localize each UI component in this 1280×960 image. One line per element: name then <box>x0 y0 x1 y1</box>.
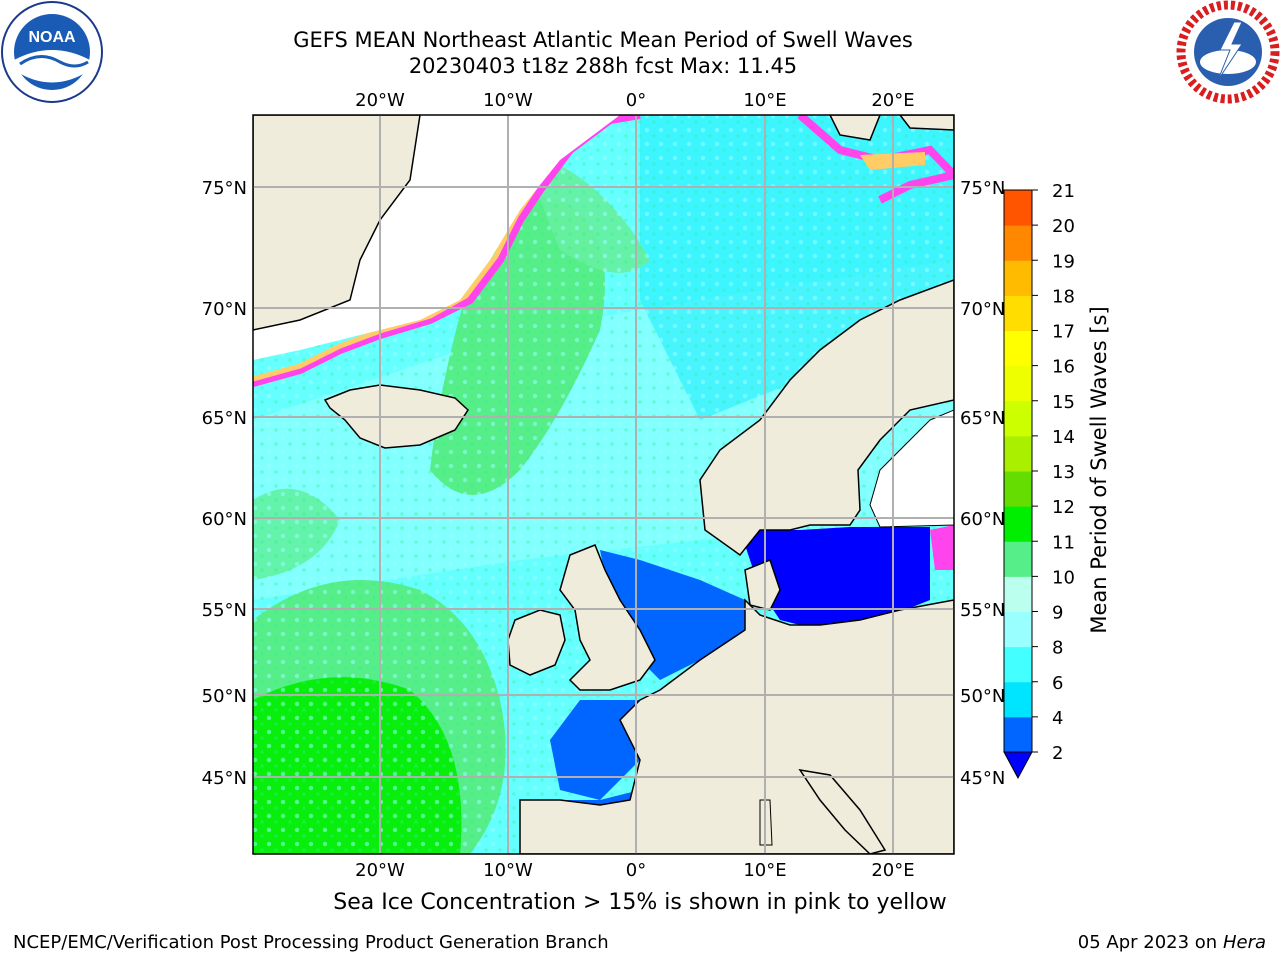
colorbar-segment <box>1004 365 1032 402</box>
great-britain-land <box>559 544 656 691</box>
colorbar-tick-labels: 2 4 6 8 9 10 11 12 13 14 15 16 17 18 19 20 21 <box>1052 181 1075 764</box>
colorbar-segment <box>1004 716 1032 753</box>
lat-label-right-65n: 65°N <box>960 408 1005 429</box>
colorbar-tick-label: 21 <box>1052 181 1075 202</box>
colorbar-tick-label: 16 <box>1052 357 1075 378</box>
colorbar-tick-label: 9 <box>1052 603 1063 624</box>
colorbar-tick-label: 18 <box>1052 286 1075 307</box>
colorbar-tick-label: 12 <box>1052 497 1075 518</box>
colorbar-tick-label: 10 <box>1052 567 1075 588</box>
colorbar-segment <box>1004 471 1032 507</box>
lat-labels: 75°N 70°N 65°N 60°N 55°N 50°N 45°N 75°N … <box>202 178 1006 789</box>
lat-label-left-45n: 45°N <box>202 768 247 789</box>
map-subtitle: 20230403 t18z 288h fcst Max: 11.45 <box>408 54 798 78</box>
date-label: 05 Apr 2023 on <box>1077 932 1218 953</box>
map-title: GEFS MEAN Northeast Atlantic Mean Period… <box>293 28 913 52</box>
colorbar-tick-label: 15 <box>1052 392 1075 413</box>
map-frame <box>252 114 955 855</box>
credit-text: NCEP/EMC/Verification Post Processing Pr… <box>13 932 609 953</box>
colorbar-segment <box>1004 541 1032 577</box>
colorbar-segment <box>1004 295 1032 331</box>
lat-label-right-70n: 70°N <box>960 299 1005 320</box>
lat-label-right-45n: 45°N <box>960 768 1005 789</box>
lon-label-bottom-10e: 10°E <box>743 860 786 881</box>
colorbar-segment <box>1004 435 1032 472</box>
noaa-logo-text: NOAA <box>28 29 76 46</box>
noaa-logo: NOAA <box>1 1 103 103</box>
colorbar-tick-label: 13 <box>1052 462 1075 483</box>
graticule <box>253 115 954 854</box>
svalbard-land <box>829 115 881 141</box>
italy-land <box>798 768 887 854</box>
greenland-land <box>253 115 421 331</box>
lon-label-bottom-20e: 20°E <box>871 860 914 881</box>
lat-label-left-50n: 50°N <box>202 686 247 707</box>
date-text: 05 Apr 2023 on Hera <box>1078 932 1266 953</box>
lon-label-bottom-20w: 20°W <box>355 860 405 881</box>
sea-ice-note: Sea Ice Concentration > 15% is shown in … <box>333 890 947 915</box>
lat-label-right-60n: 60°N <box>960 509 1005 530</box>
gulf-of-bothnia <box>869 409 954 528</box>
colorbar-segment <box>1004 330 1032 367</box>
colorbar-segment <box>1004 576 1032 612</box>
colorbar-tick-label: 19 <box>1052 251 1075 272</box>
colorbar-tick-label: 4 <box>1052 708 1063 729</box>
colorbar-segment <box>1004 225 1032 261</box>
lat-label-left-70n: 70°N <box>202 299 247 320</box>
colorbar-segment <box>1004 681 1032 718</box>
lon-label-20w: 20°W <box>355 90 405 111</box>
colorbar-tick-label: 17 <box>1052 322 1075 343</box>
lat-label-right-50n: 50°N <box>960 686 1005 707</box>
colorbar-tick-label: 11 <box>1052 532 1075 553</box>
lat-label-left-65n: 65°N <box>202 408 247 429</box>
lat-label-right-55n: 55°N <box>960 600 1005 621</box>
colorbar-tick-label: 6 <box>1052 673 1063 694</box>
nws-logo <box>1176 0 1280 104</box>
colorbar-segment <box>1004 190 1032 226</box>
machine-name: Hera <box>1222 932 1266 953</box>
colorbar-tick-label: 20 <box>1052 216 1075 237</box>
colorbar-tick-label: 14 <box>1052 427 1075 448</box>
lat-label-right-75n: 75°N <box>960 178 1005 199</box>
swell-baltic <box>740 527 930 630</box>
colorbar-tick-label: 8 <box>1052 638 1063 659</box>
colorbar-segment <box>1004 400 1032 437</box>
sea-ice-edge-svalbard <box>797 115 954 204</box>
lon-label-bottom-0: 0° <box>626 860 646 881</box>
colorbar-segment <box>1004 506 1032 542</box>
sea-ice-gulf-of-finland <box>930 525 954 570</box>
lon-label-bottom-10w: 10°W <box>483 860 533 881</box>
lon-label-10w: 10°W <box>483 90 533 111</box>
lon-label-0: 0° <box>626 90 646 111</box>
lat-label-left-75n: 75°N <box>202 178 247 199</box>
lon-label-10e: 10°E <box>743 90 786 111</box>
colorbar-label: Mean Period of Swell Waves [s] <box>1087 306 1111 633</box>
lon-label-20e: 20°E <box>871 90 914 111</box>
colorbar-segment <box>1004 260 1032 296</box>
swell-2s-biscay <box>550 700 640 800</box>
colorbar-extend-arrow <box>1003 751 1033 780</box>
lat-label-left-55n: 55°N <box>202 600 247 621</box>
lat-label-left-60n: 60°N <box>202 509 247 530</box>
franz-josef-land <box>899 115 954 131</box>
colorbar-segment <box>1004 611 1032 648</box>
lon-labels: 20°W 10°W 0° 10°E 20°E 20°W 10°W 0° 10°E… <box>355 90 914 881</box>
colorbar-tick-label: 2 <box>1052 743 1063 764</box>
colorbar-segment <box>1004 646 1032 683</box>
colorbar <box>1003 189 1038 780</box>
map-panel <box>253 115 954 854</box>
